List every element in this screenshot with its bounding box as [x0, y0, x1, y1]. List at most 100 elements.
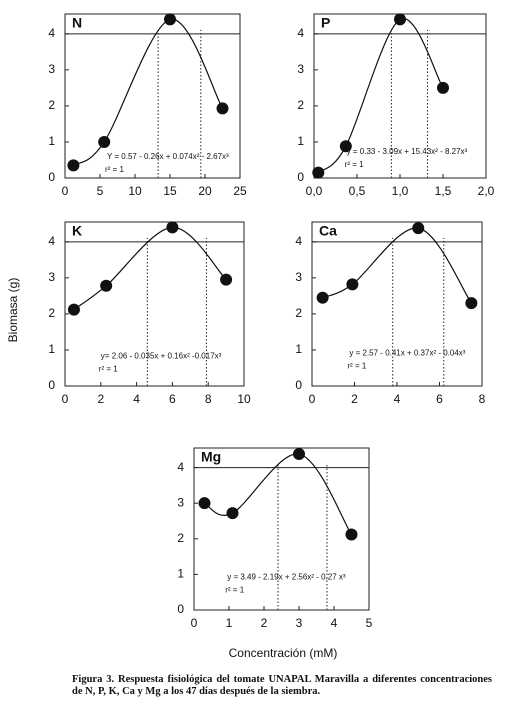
x-tick-label: 0,0: [306, 184, 323, 198]
x-tick-label: 15: [163, 184, 177, 198]
panel-title: Mg: [201, 449, 221, 465]
x-tick-label: 2: [97, 392, 104, 406]
r-squared: r² = 1: [105, 165, 124, 174]
data-point: [166, 221, 179, 234]
fit-curve: [73, 18, 224, 166]
x-tick-label: 3: [296, 616, 303, 630]
fit-curve: [73, 226, 227, 311]
fit-curve: [204, 453, 353, 535]
y-tick-label: 1: [295, 342, 302, 356]
y-axis-label: Biomasa (g): [6, 278, 20, 343]
y-tick-label: 1: [48, 134, 55, 148]
panel-title: N: [72, 15, 82, 31]
data-point: [394, 13, 406, 26]
x-tick-label: 6: [436, 392, 443, 406]
y-tick-label: 1: [177, 567, 184, 581]
data-point: [339, 140, 352, 153]
x-tick-label: 2: [261, 616, 268, 630]
data-point: [216, 102, 229, 115]
data-point: [345, 528, 358, 541]
y-tick-label: 0: [177, 602, 184, 616]
y-tick-label: 1: [48, 342, 55, 356]
x-tick-label: 6: [169, 392, 176, 406]
y-tick-label: 2: [177, 531, 184, 545]
data-point: [226, 507, 239, 520]
panel-title: P: [321, 15, 330, 31]
equation: y = 2.57 - 0.41x + 0.37x² - 0.04x³: [349, 348, 465, 357]
caption: Figura 3. Respuesta fisiológica del toma…: [72, 674, 492, 697]
y-tick-label: 4: [295, 234, 302, 248]
plot-frame: [193, 447, 370, 611]
x-tick-label: 0: [309, 392, 316, 406]
y-tick-label: 4: [48, 234, 55, 248]
y-tick-label: 3: [48, 62, 55, 76]
data-point: [67, 303, 80, 316]
data-point: [293, 448, 305, 461]
x-tick-label: 10: [128, 184, 142, 198]
x-tick-label: 4: [331, 616, 338, 630]
r-squared: r² = 1: [345, 160, 364, 169]
data-point: [312, 166, 325, 179]
equation: y= 2.06 - 0.035x + 0.16x² -0.017x³: [101, 352, 222, 361]
data-point: [67, 159, 80, 172]
r-squared: r² = 1: [347, 361, 366, 370]
y-tick-label: 2: [48, 306, 55, 320]
data-point: [220, 273, 233, 286]
panel-title: Ca: [319, 223, 337, 239]
plot-frame: [311, 221, 483, 387]
data-point: [316, 291, 329, 304]
x-tick-label: 1,0: [392, 184, 409, 198]
x-tick-label: 0,5: [349, 184, 366, 198]
x-tick-label: 5: [366, 616, 373, 630]
x-tick-label: 4: [133, 392, 140, 406]
data-point: [465, 297, 478, 310]
x-tick-label: 1: [226, 616, 233, 630]
data-point: [412, 222, 425, 235]
y-tick-label: 0: [48, 378, 55, 392]
data-point: [198, 497, 211, 510]
y-tick-label: 3: [48, 270, 55, 284]
y-tick-label: 3: [295, 270, 302, 284]
x-tick-label: 8: [205, 392, 212, 406]
y-tick-label: 2: [48, 98, 55, 112]
data-point: [98, 135, 111, 148]
fit-curve: [317, 17, 444, 174]
x-tick-label: 5: [97, 184, 104, 198]
x-axis-label: Concentración (mM): [229, 646, 338, 660]
x-tick-label: 8: [479, 392, 486, 406]
x-tick-label: 0: [62, 184, 69, 198]
x-tick-label: 2,0: [478, 184, 495, 198]
y-tick-label: 2: [295, 306, 302, 320]
equation: y = 3.49 - 2.19x + 2.56x² - 0.27 x³: [227, 573, 346, 582]
r-squared: r² = 1: [225, 586, 244, 595]
y-tick-label: 3: [177, 495, 184, 509]
y-tick-label: 4: [48, 26, 55, 40]
data-point: [164, 13, 176, 26]
data-point: [346, 278, 359, 291]
y-tick-label: 3: [297, 62, 304, 76]
x-tick-label: 10: [237, 392, 251, 406]
data-point: [100, 279, 113, 292]
y-tick-label: 0: [295, 378, 302, 392]
panel-title: K: [72, 223, 82, 239]
plot-frame: [64, 13, 241, 179]
x-tick-label: 0: [191, 616, 198, 630]
x-tick-label: 4: [394, 392, 401, 406]
x-tick-label: 20: [198, 184, 212, 198]
y-tick-label: 0: [297, 170, 304, 184]
y-tick-label: 0: [48, 170, 55, 184]
y-tick-label: 1: [297, 134, 304, 148]
x-tick-label: 2: [351, 392, 358, 406]
equation: y = 0.33 - 3.09x + 15.43x² - 8.27x³: [347, 147, 468, 156]
fit-curve: [322, 227, 472, 304]
equation: Y = 0.57 - 0.26x + 0.074x² - 2.67x³: [107, 152, 229, 161]
y-tick-label: 4: [297, 26, 304, 40]
data-point: [437, 81, 449, 94]
x-tick-label: 1,5: [435, 184, 452, 198]
plot-frame: [64, 221, 245, 387]
y-tick-label: 4: [177, 460, 184, 474]
y-tick-label: 2: [297, 98, 304, 112]
x-tick-label: 25: [233, 184, 247, 198]
